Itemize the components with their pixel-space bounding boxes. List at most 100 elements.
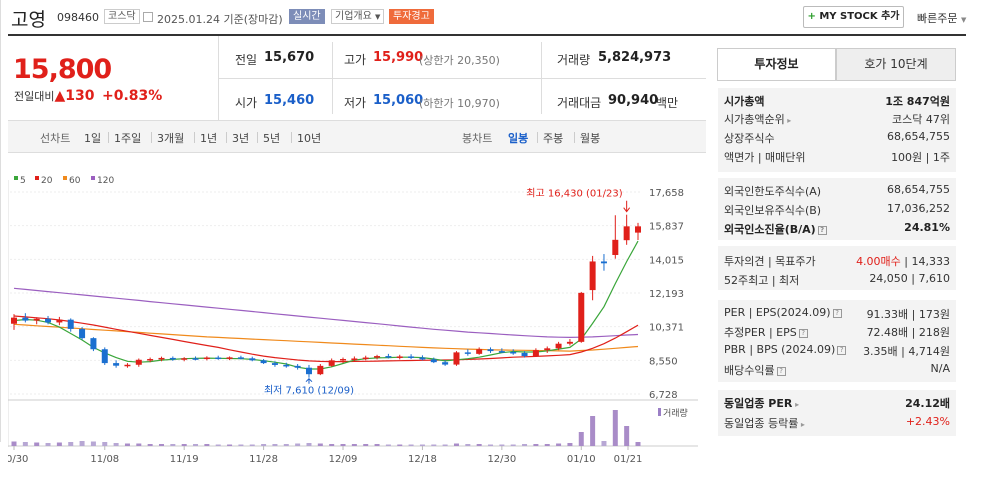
candle-body [385, 356, 392, 358]
caret-right-icon[interactable]: ▸ [784, 116, 792, 125]
candle-tab-1[interactable]: 일봉 [508, 132, 529, 145]
my-stock-add-button[interactable]: + MY STOCK 추가 [803, 6, 904, 28]
candle [260, 359, 267, 365]
candle [453, 351, 460, 366]
stock-code: 098460 [57, 11, 99, 24]
info-value: 68,654,755 [887, 130, 950, 143]
tab-hoga-10[interactable]: 호가 10단계 [836, 48, 956, 81]
tab-separator [291, 132, 292, 143]
volume-bar [68, 442, 74, 446]
legend-label-60: 60 [69, 176, 81, 186]
candle-body [589, 261, 596, 291]
caret-right-icon[interactable]: ▸ [792, 400, 800, 409]
caret-right-icon[interactable]: ▸ [798, 420, 805, 429]
y-tick-label: 6,728 [649, 390, 678, 401]
candle-tab-2[interactable]: 주봉 [543, 132, 564, 145]
candle-body [271, 363, 278, 365]
volume-bar [442, 444, 448, 446]
info-row: PBR | BPS (2024.09)? 3.35배 | 4,714원 [724, 343, 950, 361]
candle [192, 356, 199, 361]
high-arrow-icon [623, 200, 631, 213]
quick-order-button[interactable]: 빠른주문 ▼ [917, 12, 967, 25]
candle-body [521, 352, 528, 357]
candle [419, 355, 426, 361]
candle [249, 356, 256, 362]
period-tab-3[interactable]: 3개월 [157, 132, 185, 145]
period-tab-5[interactable]: 3년 [232, 132, 250, 145]
realtime-badge[interactable]: 실시간 [289, 9, 325, 24]
candle-body [147, 359, 154, 361]
help-icon[interactable]: ? [817, 226, 827, 235]
volume-label: 거래량 [557, 53, 591, 67]
volume-bar [113, 443, 119, 446]
volume-bar [374, 444, 380, 446]
volume-bar [147, 444, 153, 446]
candle-body [260, 360, 267, 364]
help-icon[interactable]: ? [776, 367, 786, 376]
period-tab-4[interactable]: 1년 [200, 132, 218, 145]
legend-label-120: 120 [97, 176, 114, 186]
help-icon[interactable]: ? [832, 309, 842, 318]
prev-close-label: 전일 [235, 53, 258, 67]
volume-bar [419, 444, 425, 446]
high-label: 고가 [344, 53, 367, 67]
info-key: PER | EPS(2024.09)? [724, 306, 842, 319]
period-tab-bar [8, 120, 706, 153]
candle [101, 347, 108, 365]
valuation-group: PER | EPS(2024.09)? 91.33배 | 173원 추정PER | … [718, 300, 956, 382]
volume-bar [90, 441, 96, 446]
candle-body [11, 317, 17, 324]
info-value: 24,050 | 7,610 [869, 272, 950, 285]
volume-bar [295, 443, 301, 446]
triangle-up-icon: ▲ [54, 88, 66, 104]
candle-body [430, 359, 437, 363]
x-tick-label: 12/18 [408, 454, 437, 465]
period-tab-6[interactable]: 5년 [263, 132, 281, 145]
candle-body [294, 365, 301, 368]
info-value: 91.33배 | 173원 [866, 308, 950, 321]
candle [487, 347, 494, 353]
candle-body [464, 352, 471, 354]
market-cap-group: 시가총액 1조 847억원 시가총액순위 ▸ 코스닥 47위 상장주식수 68,654,7… [718, 88, 956, 172]
volume-bar [397, 444, 403, 446]
candle-body [79, 328, 86, 339]
help-icon[interactable]: ? [798, 329, 808, 338]
stock-name: 고영 [11, 9, 46, 31]
volume-bar [34, 442, 40, 446]
volume-bar [578, 432, 584, 446]
calendar-icon [143, 12, 153, 22]
help-icon[interactable]: ? [837, 346, 847, 355]
upper-limit: (상한가 20,350) [419, 54, 500, 67]
period-tab-7[interactable]: 10년 [297, 132, 322, 145]
period-tab-1[interactable]: 1일 [84, 132, 102, 145]
tab-separator [574, 132, 575, 143]
volume-bar [590, 416, 596, 446]
volume-bar [79, 441, 85, 446]
candle [532, 348, 539, 357]
legend-swatch-60 [63, 176, 67, 180]
candle [328, 358, 335, 367]
info-key: 투자의견 | 목표주가 [724, 255, 816, 268]
tab-invest-info[interactable]: 투자정보 [717, 48, 836, 81]
candle [612, 215, 619, 259]
price-change: 전일대비▲130 +0.83% [14, 88, 163, 104]
volume-bar [522, 444, 528, 446]
info-row: 외국인한도주식수(A) 68,654,755 [724, 183, 950, 201]
tab-separator [257, 132, 258, 143]
candle-tab-3[interactable]: 월봉 [580, 132, 601, 145]
info-key: 상장주식수 [724, 132, 775, 145]
info-value: 100원 | 1주 [891, 151, 950, 164]
high-value: 15,990 [373, 50, 424, 65]
info-row: 배당수익률? N/A [724, 362, 950, 380]
info-row: 외국인소진율(B/A)? 24.81% [724, 221, 950, 239]
company-overview-dropdown[interactable]: 기업개요 ▼ [331, 9, 385, 24]
x-tick-label: 11/28 [249, 454, 278, 465]
period-tab-2[interactable]: 1주일 [114, 132, 142, 145]
candle [22, 313, 29, 323]
stock-chart[interactable]: 5 20 60 120 17,658 15,837 14,015 12,193 10,371 8,… [0, 172, 706, 478]
candle [476, 347, 483, 355]
info-key: 52주최고 | 최저 [724, 274, 800, 287]
tab-separator [226, 132, 227, 143]
candle [521, 351, 528, 358]
low-annotation: 최저 7,610 (12/09) [264, 385, 354, 397]
